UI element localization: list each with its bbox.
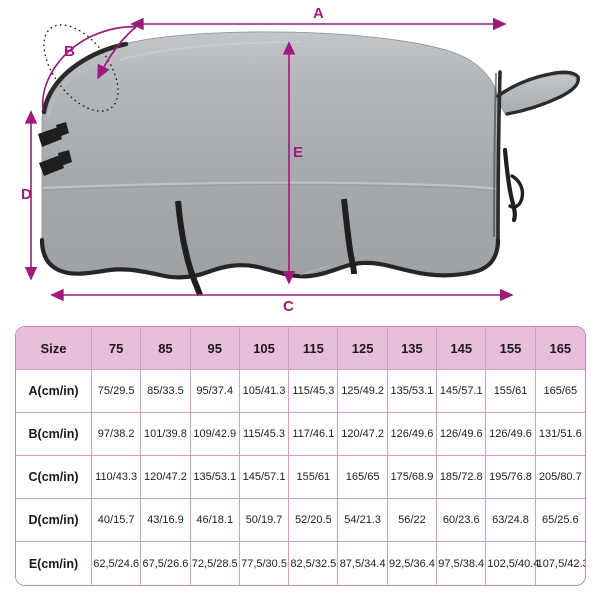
chest-straps — [38, 122, 72, 176]
column-header-135: 135 — [387, 327, 438, 370]
cell-e-75: 62,5/24.6 — [92, 542, 142, 585]
cell-c-155: 195/76.8 — [486, 456, 536, 499]
dimension-arrow-b-tail — [97, 26, 137, 80]
table-row: B(cm/in) 97/38.2 101/39.8 109/42.9 115/4… — [16, 413, 585, 456]
dimension-ellipse-b — [43, 24, 119, 112]
cell-d-125: 54/21.3 — [338, 499, 388, 542]
cell-a-145: 145/57.1 — [437, 370, 487, 413]
cell-b-145: 126/49.6 — [437, 413, 487, 456]
cell-a-105: 105/41.3 — [239, 370, 290, 413]
cell-c-115: 155/61 — [289, 456, 339, 499]
cell-b-105: 115/45.3 — [239, 413, 290, 456]
row-label-b: B(cm/in) — [16, 413, 92, 456]
cell-c-105: 145/57.1 — [239, 456, 290, 499]
cell-e-125: 87,5/34.4 — [338, 542, 388, 585]
size-table: Size 75 85 95 105 115 125 135 145 155 16… — [15, 326, 586, 586]
cell-d-165: 65/25.6 — [535, 499, 585, 542]
cell-b-95: 109/42.9 — [190, 413, 240, 456]
column-header-115: 115 — [289, 327, 339, 370]
cell-d-135: 56/22 — [387, 499, 438, 542]
cell-c-125: 165/65 — [338, 456, 388, 499]
column-header-size: Size — [16, 327, 92, 370]
table-row: A(cm/in) 75/29.5 85/33.5 95/37.4 105/41.… — [16, 370, 585, 413]
cell-b-75: 97/38.2 — [92, 413, 142, 456]
cell-a-85: 85/33.5 — [141, 370, 191, 413]
column-header-105: 105 — [239, 327, 290, 370]
cell-a-95: 95/37.4 — [190, 370, 240, 413]
cell-e-165: 107,5/42.3 — [536, 557, 586, 570]
dimension-arrows — [24, 17, 514, 302]
cell-c-135: 175/68.9 — [387, 456, 438, 499]
cell-b-165: 131/51.6 — [535, 413, 585, 456]
cell-e-155: 102,5/40.4 — [486, 542, 539, 585]
cell-a-125: 125/49.2 — [338, 370, 388, 413]
size-table-container: Size 75 85 95 105 115 125 135 145 155 16… — [15, 326, 586, 586]
table-header-row: Size 75 85 95 105 115 125 135 145 155 16… — [16, 327, 585, 370]
cell-b-125: 120/47.2 — [338, 413, 388, 456]
cell-e-95: 72,5/28.5 — [191, 542, 240, 585]
table-row: E(cm/in) 62,5/24.6 67,5/26.6 72,5/28.5 7… — [16, 542, 585, 585]
rug-illustration — [38, 31, 580, 296]
cell-a-75: 75/29.5 — [92, 370, 142, 413]
column-header-165: 165 — [535, 327, 585, 370]
cell-d-75: 40/15.7 — [92, 499, 142, 542]
cell-e-85: 67,5/26.6 — [141, 542, 191, 585]
cell-e-105: 77,5/30.5 — [240, 542, 290, 585]
column-header-95: 95 — [190, 327, 240, 370]
table-row: C(cm/in) 110/43.3 120/47.2 135/53.1 145/… — [16, 456, 585, 499]
cell-c-145: 185/72.8 — [437, 456, 487, 499]
column-header-155: 155 — [486, 327, 536, 370]
cell-e-135: 92,5/36.4 — [388, 542, 438, 585]
cell-e-145: 97,5/38.4 — [437, 542, 487, 585]
column-header-125: 125 — [338, 327, 388, 370]
row-label-a: A(cm/in) — [16, 370, 92, 413]
row-label-c: C(cm/in) — [16, 456, 92, 499]
cell-d-85: 43/16.9 — [141, 499, 191, 542]
cell-a-155: 155/61 — [486, 370, 536, 413]
cell-a-165: 165/65 — [535, 370, 585, 413]
cell-b-155: 126/49.6 — [486, 413, 536, 456]
cell-d-115: 52/20.5 — [289, 499, 339, 542]
cell-d-145: 60/23.6 — [437, 499, 487, 542]
dimension-label-a: A — [313, 5, 325, 22]
cell-c-165: 205/80.7 — [535, 456, 585, 499]
dimension-label-d: D — [21, 186, 33, 203]
column-header-85: 85 — [141, 327, 191, 370]
cell-d-95: 46/18.1 — [190, 499, 240, 542]
cell-b-85: 101/39.8 — [141, 413, 191, 456]
cell-a-115: 115/45.3 — [289, 370, 339, 413]
dimension-label-c: C — [283, 298, 295, 315]
dimension-arrow-b — [41, 25, 137, 111]
cell-c-95: 135/53.1 — [190, 456, 240, 499]
cell-e-115: 82,5/32.5 — [289, 542, 339, 585]
rug-diagram: A B C D E — [21, 5, 580, 315]
column-header-145: 145 — [437, 327, 487, 370]
row-label-d: D(cm/in) — [16, 499, 92, 542]
table-row: D(cm/in) 40/15.7 43/16.9 46/18.1 50/19.7… — [16, 499, 585, 542]
cell-b-115: 117/46.1 — [289, 413, 339, 456]
cell-c-75: 110/43.3 — [92, 456, 142, 499]
cell-a-135: 135/53.1 — [387, 370, 438, 413]
cell-d-105: 50/19.7 — [239, 499, 290, 542]
column-header-75: 75 — [92, 327, 142, 370]
dimension-label-b: B — [64, 43, 76, 60]
cell-d-155: 63/24.8 — [486, 499, 536, 542]
cell-b-135: 126/49.6 — [387, 413, 438, 456]
cell-c-85: 120/47.2 — [141, 456, 191, 499]
row-label-e: E(cm/in) — [16, 542, 92, 585]
dimension-label-e: E — [293, 144, 304, 161]
